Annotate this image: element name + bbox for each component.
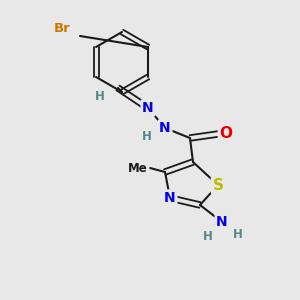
Text: Br: Br — [54, 22, 70, 34]
Text: Me: Me — [128, 161, 148, 175]
Text: H: H — [95, 89, 105, 103]
Text: N: N — [159, 121, 171, 135]
Text: H: H — [142, 130, 152, 142]
Text: O: O — [220, 127, 232, 142]
Text: N: N — [164, 191, 176, 205]
Text: H: H — [203, 230, 213, 242]
Text: N: N — [142, 101, 154, 115]
Text: H: H — [233, 227, 243, 241]
Text: N: N — [216, 215, 228, 229]
Text: S: S — [212, 178, 224, 193]
